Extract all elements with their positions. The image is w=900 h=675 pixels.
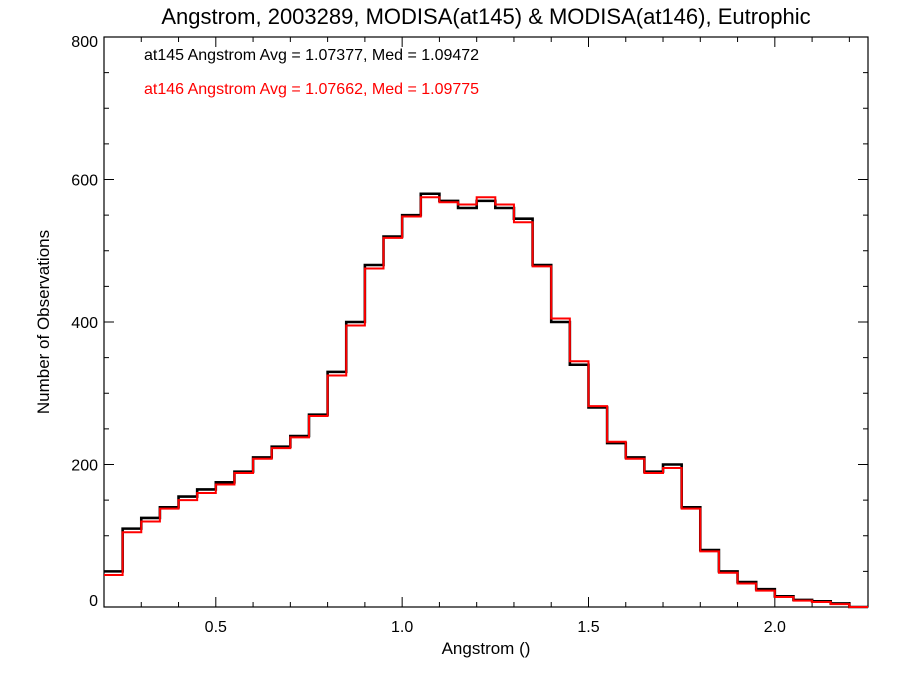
x-tick-label: 1.5	[577, 619, 599, 636]
plot-frame	[103, 36, 869, 608]
series-line-at146	[104, 196, 868, 608]
y-tick-label: 400	[71, 315, 98, 332]
legend-entry-at146: at146 Angstrom Avg = 1.07662, Med = 1.09…	[144, 81, 479, 98]
x-axis-label: Angstrom ()	[442, 639, 531, 658]
series-layer	[104, 192, 868, 609]
x-tick-label: 0.5	[205, 619, 227, 636]
y-axis-ticks: 0 200 400 600 800	[71, 34, 868, 610]
y-tick-label: 800	[71, 34, 98, 51]
legend-entry-at145: at145 Angstrom Avg = 1.07377, Med = 1.09…	[144, 47, 479, 64]
x-axis-ticks: 0.5 1.0 1.5 2.0	[140, 37, 850, 636]
y-tick-label: 200	[71, 458, 98, 475]
x-tick-label: 2.0	[764, 619, 786, 636]
y-axis-label: Number of Observations	[34, 230, 53, 414]
x-tick-label: 1.0	[391, 619, 413, 636]
y-tick-label: 600	[71, 173, 98, 190]
chart-title: Angstrom, 2003289, MODISA(at145) & MODIS…	[161, 4, 810, 29]
y-tick-label: 0	[89, 593, 98, 610]
series-line-at145	[104, 192, 868, 609]
